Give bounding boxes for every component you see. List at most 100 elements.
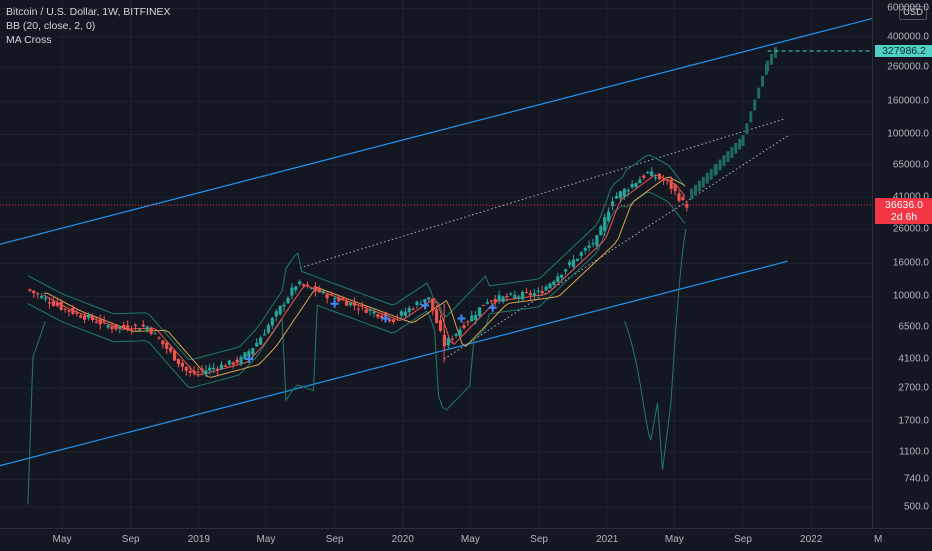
candle-body [622,188,626,197]
candle-body [192,370,196,374]
ma-cross-marker [421,301,430,310]
projection-candle [741,135,745,146]
ma-cross-marker [457,314,466,323]
candle-body [196,371,200,373]
candle-body [380,315,384,319]
candle-body [431,298,435,312]
candle-body [376,314,380,318]
candle-body [575,258,579,261]
candle-body [133,324,138,326]
time-tick-label: Sep [530,534,548,545]
projection-candle [761,75,765,87]
price-tick-label: 26000.0 [892,223,929,235]
time-tick-label: Sep [121,534,140,545]
candle-body [489,300,493,302]
projection-candle [697,180,701,192]
candle-body [227,360,231,365]
candle-body [454,333,458,336]
channel-upper-line [0,17,872,245]
ma-cross-marker [245,355,254,364]
projection-candle [734,142,738,154]
current-price-value: 36636.0 [885,199,923,212]
time-tick-label: 2021 [596,534,619,545]
candle-body [161,340,165,345]
time-tick-label: May [52,534,72,545]
candle-body [505,296,509,298]
candle-body [32,290,36,294]
candle-body [333,298,337,300]
time-tick-label: 2020 [391,534,414,545]
indicator-bollinger-label[interactable]: BB (20, close, 2, 0) [6,20,96,32]
candle-body [98,319,102,325]
time-tick-label: May [664,534,684,545]
candle-body [407,308,411,312]
candle-body [231,362,235,365]
candle-body [341,298,345,301]
candle-body [337,297,341,302]
candle-body [391,319,396,323]
candle-body [309,288,314,290]
projection-candle [718,159,722,171]
candle-body [653,177,658,179]
currency-label[interactable]: USD [898,6,927,20]
candle-body [665,179,669,181]
time-axis[interactable]: May Sep 2019 May Sep 2020 May Sep 2021 May Sep 2022… [0,528,932,551]
candle-body [446,338,450,346]
price-axis[interactable]: USD 900000.0600000.0400000.0260000.01600… [872,0,932,528]
bollinger-lower-dip [624,229,687,470]
symbol-title[interactable]: Bitcoin / U.S. Dollar, 1W, BITFINEX [6,6,171,18]
indicator-ma-cross-label[interactable]: MA Cross [6,34,52,46]
candle-body [153,333,157,335]
price-tick-label: 10000.0 [892,290,929,302]
candle-body [536,290,540,292]
channel-lower-line [0,260,788,467]
dotted-trend-lower [443,135,788,360]
candle-body [106,325,110,328]
ma-cross-markers [245,299,497,364]
candle-body [102,320,106,322]
candle-body [251,348,255,355]
candle-body [169,347,173,352]
candle-body [259,337,263,345]
candle-body [270,317,274,326]
candle-body [403,311,407,316]
price-chart[interactable] [0,0,872,528]
candle-body [266,325,271,333]
candle-body [67,310,71,312]
bollinger-bands [27,154,687,505]
candle-body [481,304,486,306]
candle-body [501,296,505,302]
candle-body [603,217,607,232]
candle-body [294,286,298,290]
candle-body [607,211,611,222]
candle-body [290,287,294,296]
candle-body [587,245,591,248]
price-tick-label: 160000.0 [887,95,929,107]
candle-body [474,315,478,320]
candle-body [28,289,32,291]
candle-body [122,324,126,328]
time-tick-label: 2019 [187,534,210,545]
candle-body [55,302,59,306]
projection-candle [738,138,742,150]
candle-body [212,367,216,370]
candle-body [415,301,419,305]
time-tick-label: May [256,534,276,545]
candle-body [282,304,286,307]
candle-body [419,303,423,305]
candle-body [634,183,638,188]
candle-body [685,203,689,208]
candle-body [63,308,67,310]
candle-body [571,259,576,267]
candle-body [352,302,357,306]
candle-body [411,308,415,310]
candle-body [614,196,619,199]
candle-body [466,321,470,323]
candle-body [118,326,122,329]
bollinger-upper [27,154,686,361]
candle-body [180,362,184,367]
price-tick-label: 100000.0 [887,128,929,140]
grid-lines [0,0,872,528]
candle-body [399,311,403,316]
candle-body [239,357,243,364]
